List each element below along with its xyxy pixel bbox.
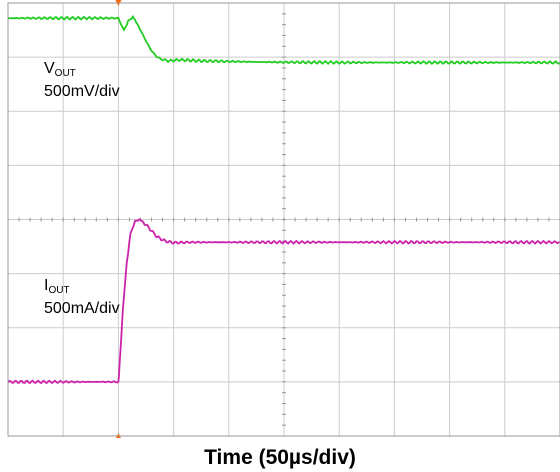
iout-scale-label: 500mA/div <box>44 300 120 317</box>
iout-label-base: I <box>44 277 49 294</box>
iout-annotation: IOUT 500mA/div <box>44 275 120 319</box>
iout-label-sub: OUT <box>48 285 70 296</box>
oscilloscope-plot <box>7 0 560 438</box>
x-axis-label: Time (50µs/div) <box>204 446 356 469</box>
vout-annotation: VOUT 500mV/div <box>44 58 120 102</box>
vout-scale-label: 500mV/div <box>44 83 120 100</box>
traces <box>7 14 560 385</box>
plot-frame <box>7 2 560 437</box>
vout-trace <box>8 14 560 65</box>
vout-label-sub: OUT <box>54 68 76 79</box>
vout-label-base: V <box>44 60 55 77</box>
iout-trace <box>7 218 560 385</box>
